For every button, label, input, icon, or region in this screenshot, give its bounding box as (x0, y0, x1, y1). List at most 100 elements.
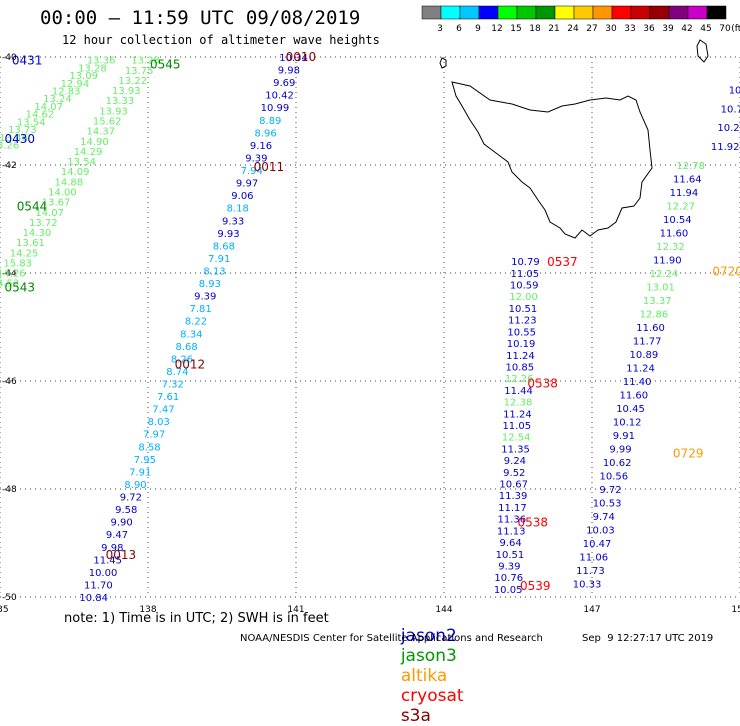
swh-value-c: 8.26 (171, 354, 193, 365)
legend-s3a: s3a (400, 706, 431, 726)
lon-label: 147 (583, 605, 600, 615)
legend-altika: altika (400, 666, 448, 686)
swh-value-a: 13.73 (8, 125, 37, 136)
swh-value-c: 9.39 (194, 292, 216, 303)
swh-value-c: 8.96 (255, 128, 277, 139)
pass-time-label: 0545 (150, 57, 181, 71)
swh-value-c: 9.97 (236, 179, 258, 190)
pass-time-label: 0538 (527, 377, 558, 391)
swh-value-d: 10.76 (494, 573, 523, 584)
color-scale-label: 3 (437, 24, 443, 34)
swh-value-c: 9.69 (273, 78, 295, 89)
swh-value-a: 13.28 (78, 63, 107, 74)
color-scale-label: 9 (475, 24, 481, 34)
color-scale-label: 24 (567, 24, 579, 34)
swh-value-b: 13.93 (99, 106, 128, 117)
color-scale-label: 15 (510, 24, 521, 34)
swh-value-d: 11.24 (503, 409, 532, 420)
swh-value-c: 8.89 (259, 116, 281, 127)
swh-value-e: 11.90 (653, 256, 682, 267)
swh-value-e: 11.60 (636, 323, 665, 334)
swh-value-c: 7.97 (143, 430, 165, 441)
swh-value-c: 10.99 (261, 103, 290, 114)
swh-value-c: 10.34 (279, 53, 308, 64)
swh-value-e: 11.60 (660, 229, 689, 240)
swh-value-c: 10.42 (265, 91, 294, 102)
swh-value-d: 12.54 (502, 433, 531, 444)
swh-value-c: 8.18 (227, 204, 249, 215)
lon-label: 150 (731, 605, 740, 615)
color-scale-label: 27 (586, 24, 597, 34)
pass-time-label: 0431 (12, 54, 43, 68)
lat-label: -50 (2, 593, 17, 603)
pass-time-label: 0537 (547, 255, 578, 269)
swh-value-d: 11.13 (497, 526, 526, 537)
swh-value-c: 11.70 (84, 580, 113, 591)
color-scale-label: 42 (681, 24, 692, 34)
swh-value-c: 8.13 (203, 266, 225, 277)
legend-jason3: jason3 (400, 646, 457, 666)
lat-label: -40 (2, 53, 17, 63)
pass-time-label: 0720 (712, 264, 740, 278)
swh-value-e: 11.64 (673, 175, 702, 186)
swh-value-b: 13.28 (131, 56, 160, 67)
swh-value-b: 14.88 (55, 177, 84, 188)
footer-note: note: 1) Time is in UTC; 2) SWH is in fe… (64, 611, 329, 626)
color-swatch (706, 5, 727, 20)
color-scale-unit: (ft) (731, 24, 740, 34)
swh-value-a: 14.07 (34, 102, 63, 113)
swh-value-e: 12.24 (650, 269, 679, 280)
swh-value-a: 13.46 (0, 133, 28, 144)
swh-value-d: 10.05 (494, 585, 523, 596)
swh-value-c: 9.33 (222, 216, 244, 227)
swh-value-d: 12.00 (509, 292, 538, 303)
swh-value-e: 12.86 (640, 310, 669, 321)
pass-time-label: 0729 (673, 446, 704, 460)
swh-value-c: 9.16 (250, 141, 272, 152)
swh-value-a: 12.83 (52, 87, 81, 98)
color-scale-label: 18 (529, 24, 541, 34)
swh-value-b: 14.30 (23, 228, 52, 239)
swh-value-a: 13.09 (69, 71, 98, 82)
swh-value-d: 11.05 (502, 421, 531, 432)
swh-value-e: 13.01 (646, 283, 675, 294)
swh-value-f: 10.2 (717, 123, 739, 134)
lat-label: -42 (2, 161, 17, 171)
swh-value-c: 8.74 (166, 367, 188, 378)
pass-time-label: 0430 (4, 132, 35, 146)
swh-value-e: 10.45 (616, 404, 645, 415)
swh-value-c: 9.47 (106, 530, 128, 541)
swh-value-e: 10.33 (573, 580, 602, 591)
swh-value-b: 15.62 (93, 117, 122, 128)
swh-value-e: 9.72 (599, 485, 621, 496)
swh-value-d: 11.39 (499, 491, 528, 502)
swh-value-b: 14.37 (86, 127, 115, 138)
swh-value-d: 11.05 (510, 269, 539, 280)
swh-value-e: 9.91 (613, 431, 635, 442)
swh-value-c: 8.03 (148, 417, 170, 428)
swh-value-a: 13.36 (87, 56, 116, 67)
swh-value-d: 10.55 (507, 327, 536, 338)
swh-value-d: 11.17 (498, 503, 527, 514)
altimeter-map[interactable]: 135 138 141 144 147 150 -40 -42 -44 -46 -48 -50 13.… (0, 0, 740, 650)
color-scale-label: 70 (719, 24, 731, 34)
swh-value-f: 10.7 (721, 104, 740, 115)
swh-value-d: 9.52 (503, 468, 525, 479)
swh-value-d: 10.67 (499, 480, 528, 491)
swh-value-c: 9.58 (115, 505, 137, 516)
swh-value-c: 9.98 (101, 543, 123, 554)
swh-value-a: 13.54 (17, 117, 46, 128)
lat-label: -46 (2, 377, 17, 387)
swh-tracks: 13.3613.2813.0912.9412.8313.2414.0714.62… (0, 53, 740, 604)
swh-value-c: 7.32 (162, 380, 184, 391)
swh-value-e: 11.40 (623, 377, 652, 388)
swh-value-c: 9.90 (110, 518, 132, 529)
pass-time-labels: 0431 0545 0010 0430 0011 0544 0543 0537 0720 0012… (4, 50, 740, 593)
swh-value-b: 13.54 (67, 157, 96, 168)
swh-value-b: 14.26 (0, 269, 26, 280)
swh-value-b: 13.22 (118, 76, 147, 87)
swh-value-d: 10.59 (510, 281, 539, 292)
swh-value-c: 8.93 (199, 279, 221, 290)
color-scale-label: 21 (548, 24, 559, 34)
swh-value-e: 10.47 (583, 539, 612, 550)
